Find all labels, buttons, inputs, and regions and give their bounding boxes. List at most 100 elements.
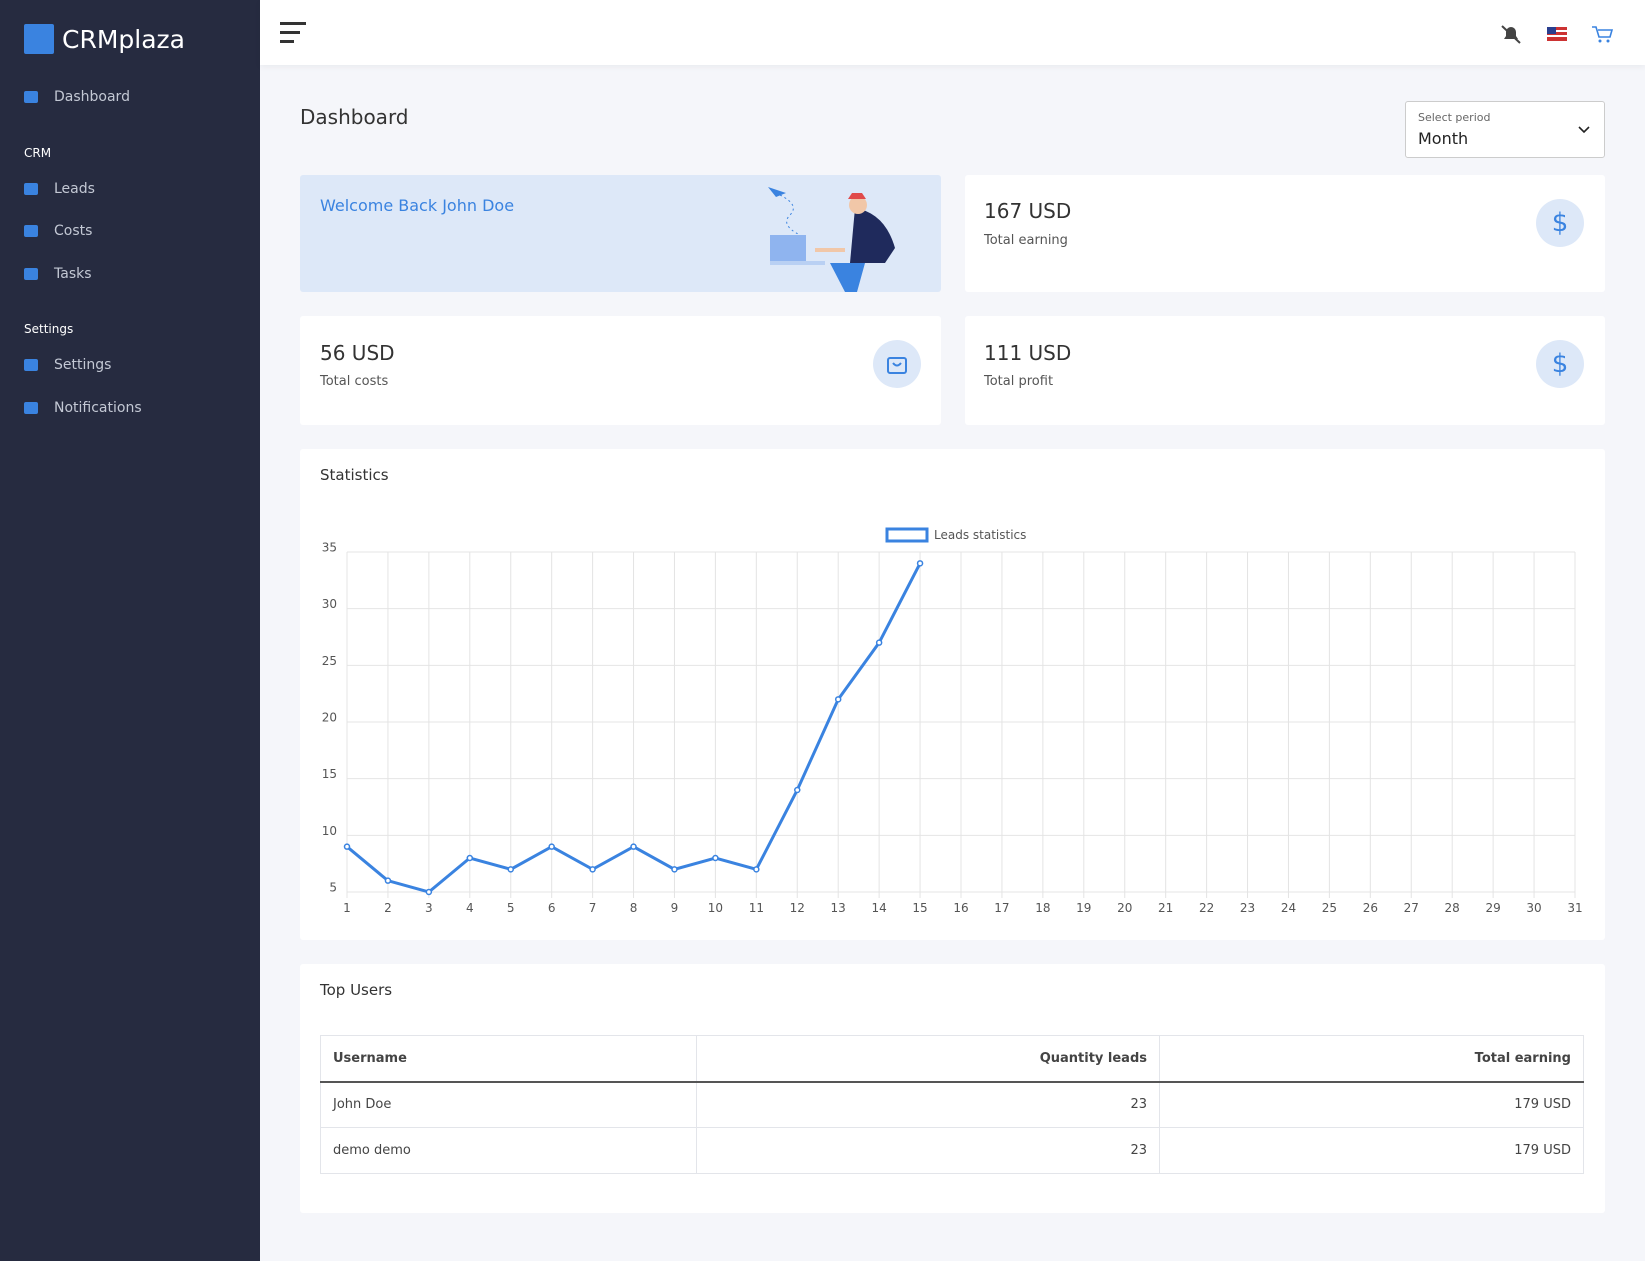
card-title: Top Users [320,981,393,999]
cell: John Doe [320,1081,697,1128]
x-tick-label: 28 [1445,901,1460,915]
illustration [768,187,895,292]
stat-label: Total earning [984,233,1068,248]
dollar-icon: $ [1536,340,1584,388]
y-tick-label: 10 [322,824,337,838]
x-tick-label: 22 [1199,901,1214,915]
header-row: Username Quantity leads Total earning [320,1035,1584,1083]
point [753,866,760,873]
cart-icon[interactable] [1591,25,1613,43]
nav-label: Costs [54,223,93,239]
sidebar: CRMplaza Dashboard CRM Leads Costs Tasks… [0,0,260,1261]
y-tick-label: 20 [322,711,337,725]
x-tick-label: 21 [1158,901,1173,915]
header-cell: Quantity leads [696,1035,1160,1083]
notifications-icon[interactable] [1500,24,1522,44]
brand[interactable]: CRMplaza [24,24,185,54]
x-tick-label: 13 [831,901,846,915]
nav-item[interactable]: Tasks [24,266,92,282]
brand-name: CRMplaza [62,24,185,54]
x-tick-label: 12 [790,901,805,915]
point [794,786,801,794]
stat-value: 56 USD [320,341,395,365]
x-tick-label: 14 [871,901,886,915]
x-tick-label: 11 [749,901,764,915]
section-title: CRM [24,146,52,160]
point [507,866,514,873]
chevron [1578,126,1590,134]
point [425,888,433,896]
x-tick-label: 2 [384,901,392,915]
icon [24,91,38,103]
menu-button[interactable] [280,22,306,44]
y-tick-label: 35 [322,541,337,555]
x-tick-label: 26 [1363,901,1378,915]
point [630,843,637,850]
header-cell: Total earning [1159,1035,1584,1083]
stat-card: 56 USD Total costs [300,316,941,425]
nav-label: Dashboard [54,89,130,105]
x-tick-label: 7 [589,901,597,915]
stat-card: 167 USD Total earning $ [965,175,1605,292]
cell: 23 [696,1127,1160,1174]
nav-label: Leads [54,181,95,197]
nav-label: Notifications [54,400,142,416]
welcome-text: Welcome Back John Doe [320,196,515,215]
point [916,560,924,567]
x-tick-label: 8 [630,901,638,915]
x-tick-label: 4 [466,901,474,915]
statistics-card: Statistics 5 10 15 20 25 30 35 1 2 3 4 5 6 7 8 9 10 11 12 1… [300,449,1605,940]
select-label: Select period [1418,111,1491,124]
x-tick-label: 25 [1322,901,1337,915]
cell: 23 [696,1081,1160,1128]
y-tick-label: 30 [322,597,337,611]
x-tick-label: 3 [425,901,433,915]
x-tick-label: 19 [1076,901,1091,915]
dollar-icon: $ [1536,199,1584,247]
stat-card: 111 USD Total profit $ [965,316,1605,425]
icon [24,183,38,195]
users-table: Username Quantity leads Total earning John… [320,1035,1584,1174]
language-flag[interactable] [1547,27,1567,41]
stat-label: Total costs [320,374,389,389]
header-cell: Username [320,1035,697,1083]
icon [24,359,38,371]
x-tick-label: 9 [671,901,679,915]
nav-item[interactable]: Leads [24,181,95,197]
point [671,866,678,873]
legend-swatch [885,527,929,543]
top-users-card: Top Users Username Quantity leads Total ea… [300,964,1605,1213]
y-tick-label: 5 [329,881,337,895]
x-tick-label: 30 [1526,901,1541,915]
period-select[interactable]: Select period Month [1405,101,1605,158]
nav-item[interactable]: Costs [24,223,92,239]
page-title: Dashboard [300,105,409,129]
x-tick-label: 6 [548,901,556,915]
nav-item[interactable]: Notifications [24,400,142,416]
stat-label: Total profit [984,374,1054,389]
x-tick-label: 29 [1485,901,1500,915]
x-tick-label: 27 [1404,901,1419,915]
point [589,866,596,873]
select-value: Month [1418,129,1469,148]
y-tick-label: 25 [322,654,337,668]
point [875,639,883,646]
nav-label: Settings [54,357,112,373]
x-tick-label: 16 [953,901,968,915]
point [384,877,392,884]
x-tick-label: 15 [912,901,927,915]
nav-item[interactable]: Settings [24,357,111,373]
welcome-card: Welcome Back John Doe [300,175,941,292]
x-tick-label: 23 [1240,901,1255,915]
row: demo demo 23 179 USD [320,1127,1584,1174]
cell: demo demo [320,1127,697,1174]
point [712,854,719,862]
point [548,843,555,850]
x-tick-label: 24 [1281,901,1296,915]
x-tick-label: 10 [708,901,723,915]
card-title: Statistics [320,466,389,484]
nav-label: Tasks [54,266,92,282]
nav-item[interactable]: Dashboard [24,89,130,105]
